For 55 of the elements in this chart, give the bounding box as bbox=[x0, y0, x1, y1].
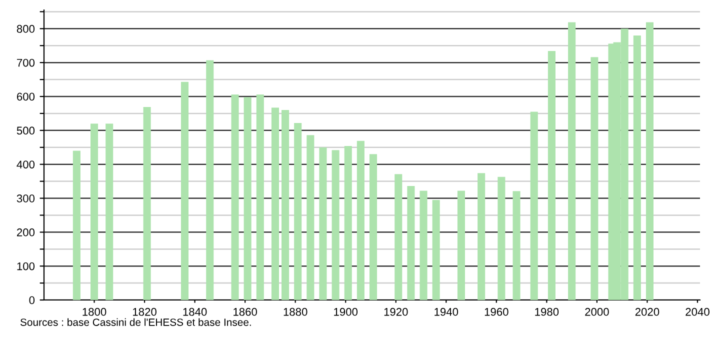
bar bbox=[256, 94, 264, 300]
bar bbox=[271, 108, 280, 300]
x-tick-label: 2040 bbox=[686, 308, 710, 316]
x-tick-label: 1900 bbox=[334, 308, 358, 316]
x-tick-label: 1860 bbox=[234, 308, 257, 316]
bar bbox=[457, 190, 465, 300]
x-tick-label: 1940 bbox=[434, 308, 458, 316]
y-tick-label: 200 bbox=[16, 228, 35, 236]
bar bbox=[548, 51, 556, 300]
bar bbox=[206, 60, 214, 300]
y-tick-label: 500 bbox=[16, 126, 35, 135]
bar bbox=[646, 22, 654, 300]
bar bbox=[590, 57, 598, 300]
bar bbox=[106, 124, 114, 300]
bar bbox=[633, 35, 641, 300]
source-note: Sources : base Cassini de l'EHESS et base Insee. bbox=[20, 318, 251, 326]
bar bbox=[180, 82, 189, 300]
x-tick-label: 2020 bbox=[635, 308, 660, 316]
bar bbox=[478, 173, 486, 300]
y-tick-label: 800 bbox=[16, 24, 35, 33]
x-tick-label: 1920 bbox=[384, 308, 408, 316]
bar bbox=[420, 190, 428, 300]
bar bbox=[498, 176, 506, 300]
bar bbox=[407, 186, 415, 300]
y-tick-label: 600 bbox=[17, 92, 35, 101]
x-tick-label: 1980 bbox=[535, 308, 559, 316]
bar bbox=[432, 200, 440, 300]
bar bbox=[394, 174, 402, 300]
x-tick-label: 2000 bbox=[585, 308, 609, 316]
bar bbox=[530, 112, 538, 300]
bar bbox=[90, 124, 98, 300]
y-tick-label: 300 bbox=[16, 194, 35, 202]
x-tick-label: 1820 bbox=[133, 308, 156, 316]
x-tick-label: 1880 bbox=[284, 308, 308, 316]
bar bbox=[72, 150, 80, 300]
bar bbox=[369, 154, 378, 300]
bar bbox=[306, 135, 314, 300]
bar bbox=[344, 146, 352, 300]
bar bbox=[282, 110, 290, 300]
bar bbox=[512, 191, 520, 300]
y-tick-label: 100 bbox=[17, 262, 35, 270]
bar bbox=[332, 150, 340, 300]
x-tick-label: 1960 bbox=[484, 308, 508, 316]
bar bbox=[143, 107, 151, 300]
bar bbox=[231, 94, 239, 300]
bar bbox=[356, 140, 364, 300]
bar bbox=[568, 22, 576, 300]
x-tick-label: 1800 bbox=[82, 308, 106, 316]
bar bbox=[319, 147, 327, 300]
x-tick-label: 1840 bbox=[183, 308, 207, 316]
y-tick-label: 400 bbox=[16, 160, 35, 168]
y-tick-label: 0 bbox=[29, 296, 35, 304]
y-tick-label: 700 bbox=[17, 58, 35, 67]
bar bbox=[244, 97, 252, 300]
bar bbox=[294, 122, 302, 300]
